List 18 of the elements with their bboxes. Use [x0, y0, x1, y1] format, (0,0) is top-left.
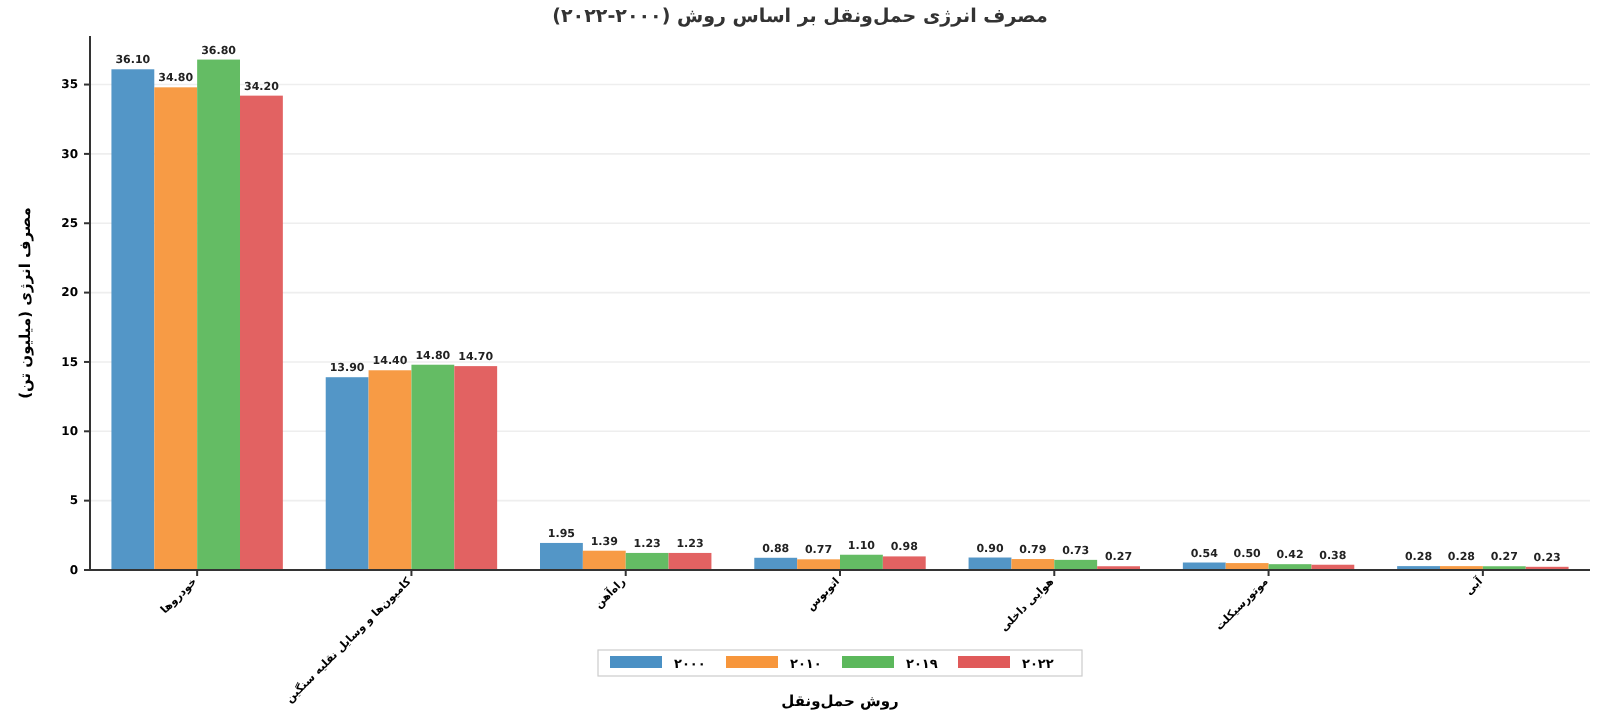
bar	[668, 552, 712, 570]
bar	[111, 69, 155, 570]
bar	[240, 95, 283, 570]
chart-title: مصرف انرژی حمل‌ونقل بر اساس روش (۲۰۰۰-۲۰۲۲)	[552, 6, 1048, 28]
bar	[368, 370, 412, 570]
bar	[197, 59, 240, 570]
bar	[325, 377, 369, 570]
bar	[540, 542, 583, 570]
bar	[797, 559, 840, 570]
bar	[582, 550, 626, 570]
bar	[1011, 559, 1055, 570]
bar	[625, 552, 669, 570]
bar	[411, 364, 455, 570]
bar	[754, 557, 798, 570]
bar	[840, 554, 883, 570]
bar	[454, 366, 498, 570]
bar	[882, 556, 926, 570]
bar	[154, 87, 198, 570]
